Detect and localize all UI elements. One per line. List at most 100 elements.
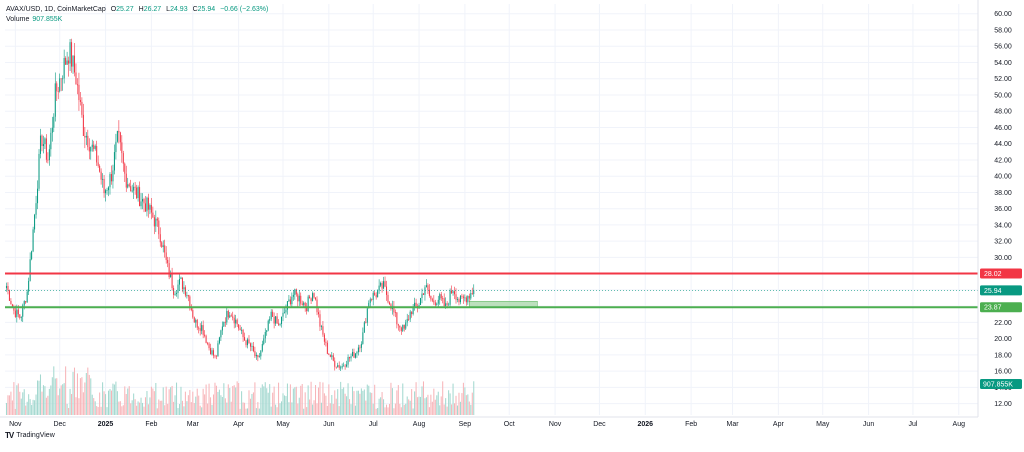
candle-body xyxy=(362,332,364,344)
candle-body xyxy=(189,296,191,308)
volume-bar xyxy=(76,373,78,415)
volume-bar xyxy=(54,378,56,415)
volume-bar xyxy=(415,382,417,415)
volume-bar xyxy=(471,392,473,415)
volume-bar xyxy=(264,382,266,415)
candle-body xyxy=(50,132,52,150)
candles xyxy=(5,38,475,372)
candle-body xyxy=(254,351,256,357)
candle-body xyxy=(427,285,429,290)
x-tick-label: 2025 xyxy=(98,421,114,428)
candle-body xyxy=(394,312,396,314)
volume-bar xyxy=(162,387,164,415)
volume-bar xyxy=(375,408,377,415)
volume-bar xyxy=(137,401,139,415)
volume-bar xyxy=(241,391,243,415)
volume-bar xyxy=(121,406,123,415)
volume-bar xyxy=(297,403,299,415)
candle-body xyxy=(91,144,93,147)
candle-body xyxy=(313,293,315,298)
candle-body xyxy=(221,326,223,331)
volume-bar xyxy=(223,383,225,415)
volume-bar xyxy=(66,403,68,415)
candle-body xyxy=(357,347,359,353)
candle-body xyxy=(113,152,115,171)
volume-bar xyxy=(41,391,43,415)
volume-bar xyxy=(199,405,201,415)
candle-body xyxy=(131,190,133,192)
candle-body xyxy=(328,353,330,355)
candle-body xyxy=(465,297,467,303)
candle-body xyxy=(223,321,225,327)
candle-body xyxy=(65,58,67,65)
candle-body xyxy=(220,330,222,338)
volume-bar xyxy=(235,387,237,415)
volume-bar xyxy=(372,403,374,415)
candle-body xyxy=(316,299,318,313)
candle-body xyxy=(473,290,475,295)
candle-body xyxy=(97,162,99,166)
volume-bar xyxy=(131,400,133,415)
volume-bar xyxy=(112,383,114,415)
volume-bar xyxy=(201,407,203,415)
candle-body xyxy=(415,302,417,306)
volume-bar xyxy=(246,408,249,415)
candle-body xyxy=(396,312,398,325)
volume-bar xyxy=(22,392,24,415)
volume-bar xyxy=(159,400,161,415)
volume-bar xyxy=(286,383,288,415)
volume-bar xyxy=(193,403,195,415)
volume-bar xyxy=(37,380,39,415)
volume-bar xyxy=(385,404,388,415)
volume-bars xyxy=(5,366,475,415)
candle-body xyxy=(380,283,382,286)
close-value: 25.94 xyxy=(197,6,216,13)
volume-bar xyxy=(17,383,19,415)
y-tick-label: 50.00 xyxy=(994,92,1012,99)
volume-bar xyxy=(149,397,151,415)
volume-bar xyxy=(19,391,21,415)
candle-body xyxy=(35,203,37,215)
volume-bar xyxy=(315,385,317,415)
candle-body xyxy=(372,292,374,300)
volume-bar xyxy=(88,374,90,415)
tradingview-brand[interactable]: TV TradingView xyxy=(5,431,55,440)
candle-body xyxy=(292,294,294,297)
volume-bar xyxy=(458,392,460,415)
candle-body xyxy=(39,135,42,154)
volume-bar xyxy=(232,386,234,415)
volume-bar xyxy=(32,399,34,415)
volume-bar xyxy=(303,408,305,415)
candle-body xyxy=(196,319,198,328)
candle-body xyxy=(368,302,370,309)
y-tick-label: 34.00 xyxy=(994,222,1012,229)
volume-bar xyxy=(380,397,382,415)
volume-bar xyxy=(87,367,89,415)
candle-body xyxy=(171,274,173,289)
volume-bar xyxy=(417,397,419,415)
candle-body xyxy=(207,342,209,344)
candle-body xyxy=(137,187,139,199)
candle-body xyxy=(236,319,238,325)
candle-body xyxy=(22,305,24,317)
y-tick-label: 52.00 xyxy=(994,76,1012,83)
candle-body xyxy=(448,304,450,306)
volume-bar xyxy=(133,393,135,415)
resistance-label: 28.02 xyxy=(984,271,1002,278)
volume-bar xyxy=(127,388,129,415)
candle-body xyxy=(322,326,324,335)
volume-bar xyxy=(71,394,73,415)
volume-bar xyxy=(196,388,198,415)
volume-bar xyxy=(90,378,92,415)
candle-body xyxy=(162,245,164,247)
volume-bar xyxy=(13,382,15,415)
candle-body xyxy=(66,60,68,65)
volume-bar xyxy=(233,385,235,415)
candle-body xyxy=(150,205,152,213)
volume-bar xyxy=(403,404,405,415)
symbol-label: AVAX/USD, 1D, CoinMarketCap xyxy=(6,6,106,13)
volume-bar xyxy=(113,384,115,415)
volume-bar xyxy=(26,401,28,415)
